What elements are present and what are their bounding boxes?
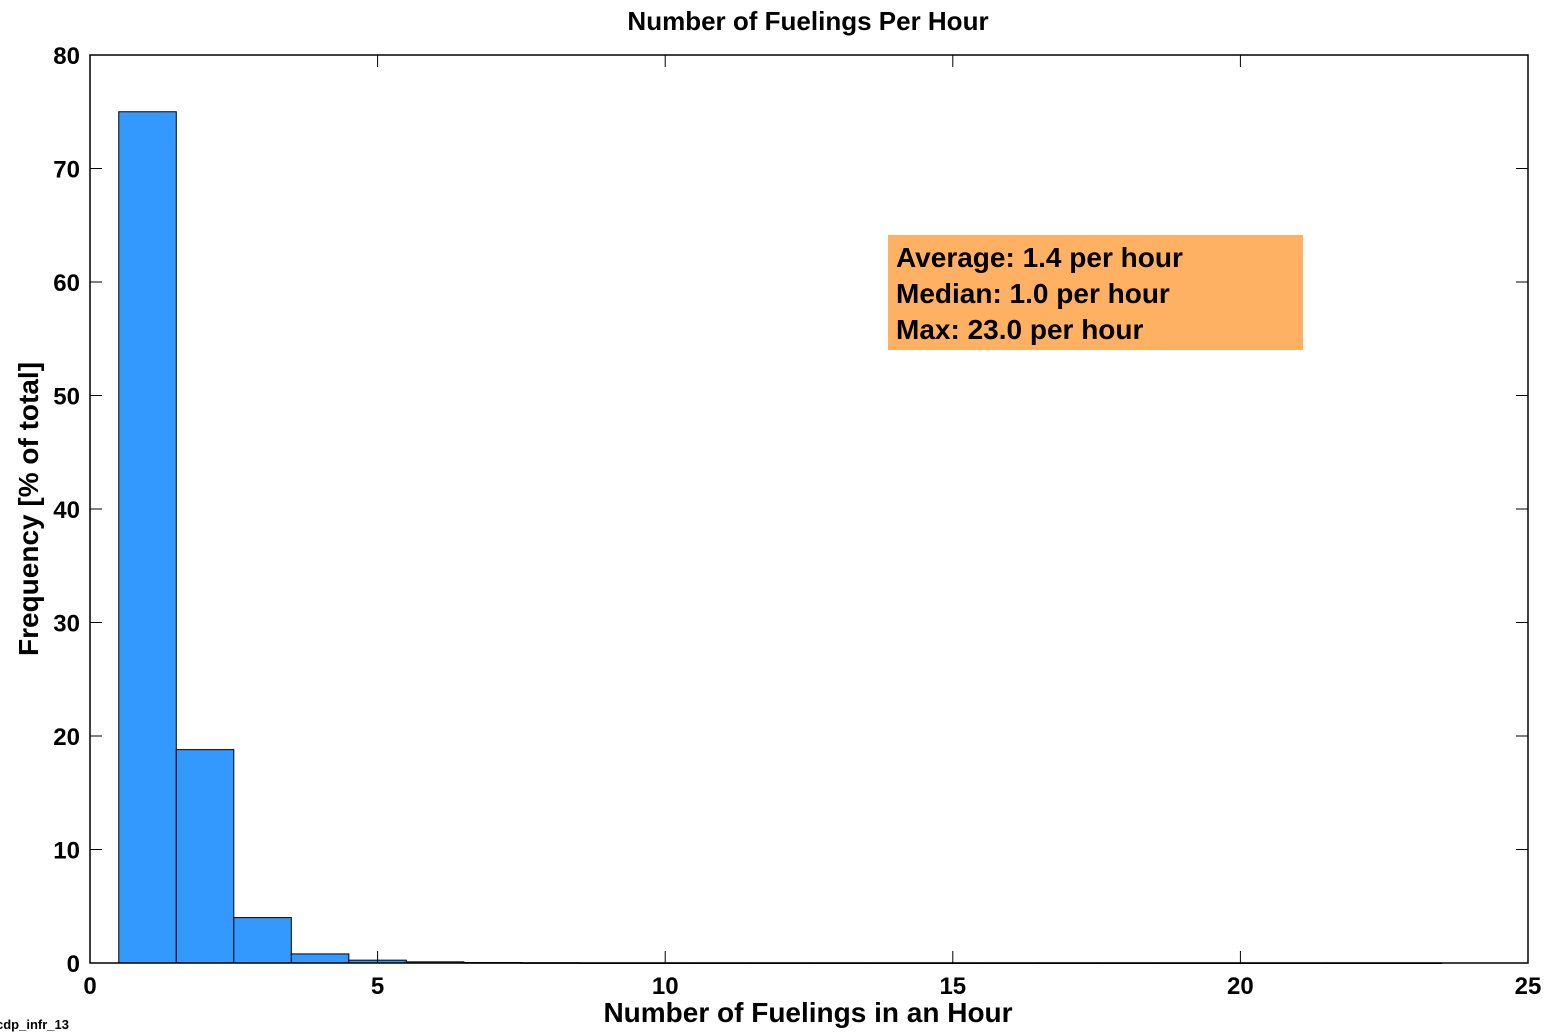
x-tick-label: 20 — [1227, 973, 1254, 1000]
y-tick-label: 40 — [53, 497, 80, 524]
y-tick-label: 0 — [67, 951, 80, 978]
y-tick-label: 50 — [53, 384, 80, 411]
x-tick-label: 15 — [939, 973, 966, 1000]
x-tick-label: 0 — [83, 973, 96, 1000]
stats-max: Max: 23.0 per hour — [896, 314, 1144, 345]
histogram-bar — [118, 111, 177, 964]
plot-frame — [89, 54, 1529, 964]
x-axis-label: Number of Fuelings in an Hour — [603, 997, 1012, 1028]
histogram-bar — [290, 953, 350, 964]
x-tick-label: 25 — [1515, 973, 1542, 1000]
x-tick-label: 5 — [371, 973, 384, 1000]
stats-box: Average: 1.4 per hour Median: 1.0 per ho… — [888, 235, 1303, 350]
stats-box-background — [888, 235, 1303, 350]
figure-id: cdp_infr_13 — [0, 1017, 69, 1032]
y-tick-label: 20 — [53, 724, 80, 751]
y-tick-label: 70 — [53, 157, 80, 184]
chart-title: Number of Fuelings Per Hour — [627, 6, 988, 36]
y-tick-label: 60 — [53, 270, 80, 297]
x-tick-label: 10 — [652, 973, 679, 1000]
y-tick-label: 80 — [53, 43, 80, 70]
stats-average: Average: 1.4 per hour — [896, 242, 1183, 273]
y-tick-label: 10 — [53, 838, 80, 865]
y-tick-label: 30 — [53, 611, 80, 638]
stats-median: Median: 1.0 per hour — [896, 278, 1170, 309]
histogram-bar — [175, 749, 235, 964]
axis-tick-labels: 0 5 10 15 20 25 0 10 20 30 40 50 60 70 80 — [53, 43, 1541, 1000]
histogram-bar — [233, 917, 292, 964]
y-axis-label: Frequency [% of total] — [13, 362, 44, 656]
plot-area — [90, 55, 1528, 963]
